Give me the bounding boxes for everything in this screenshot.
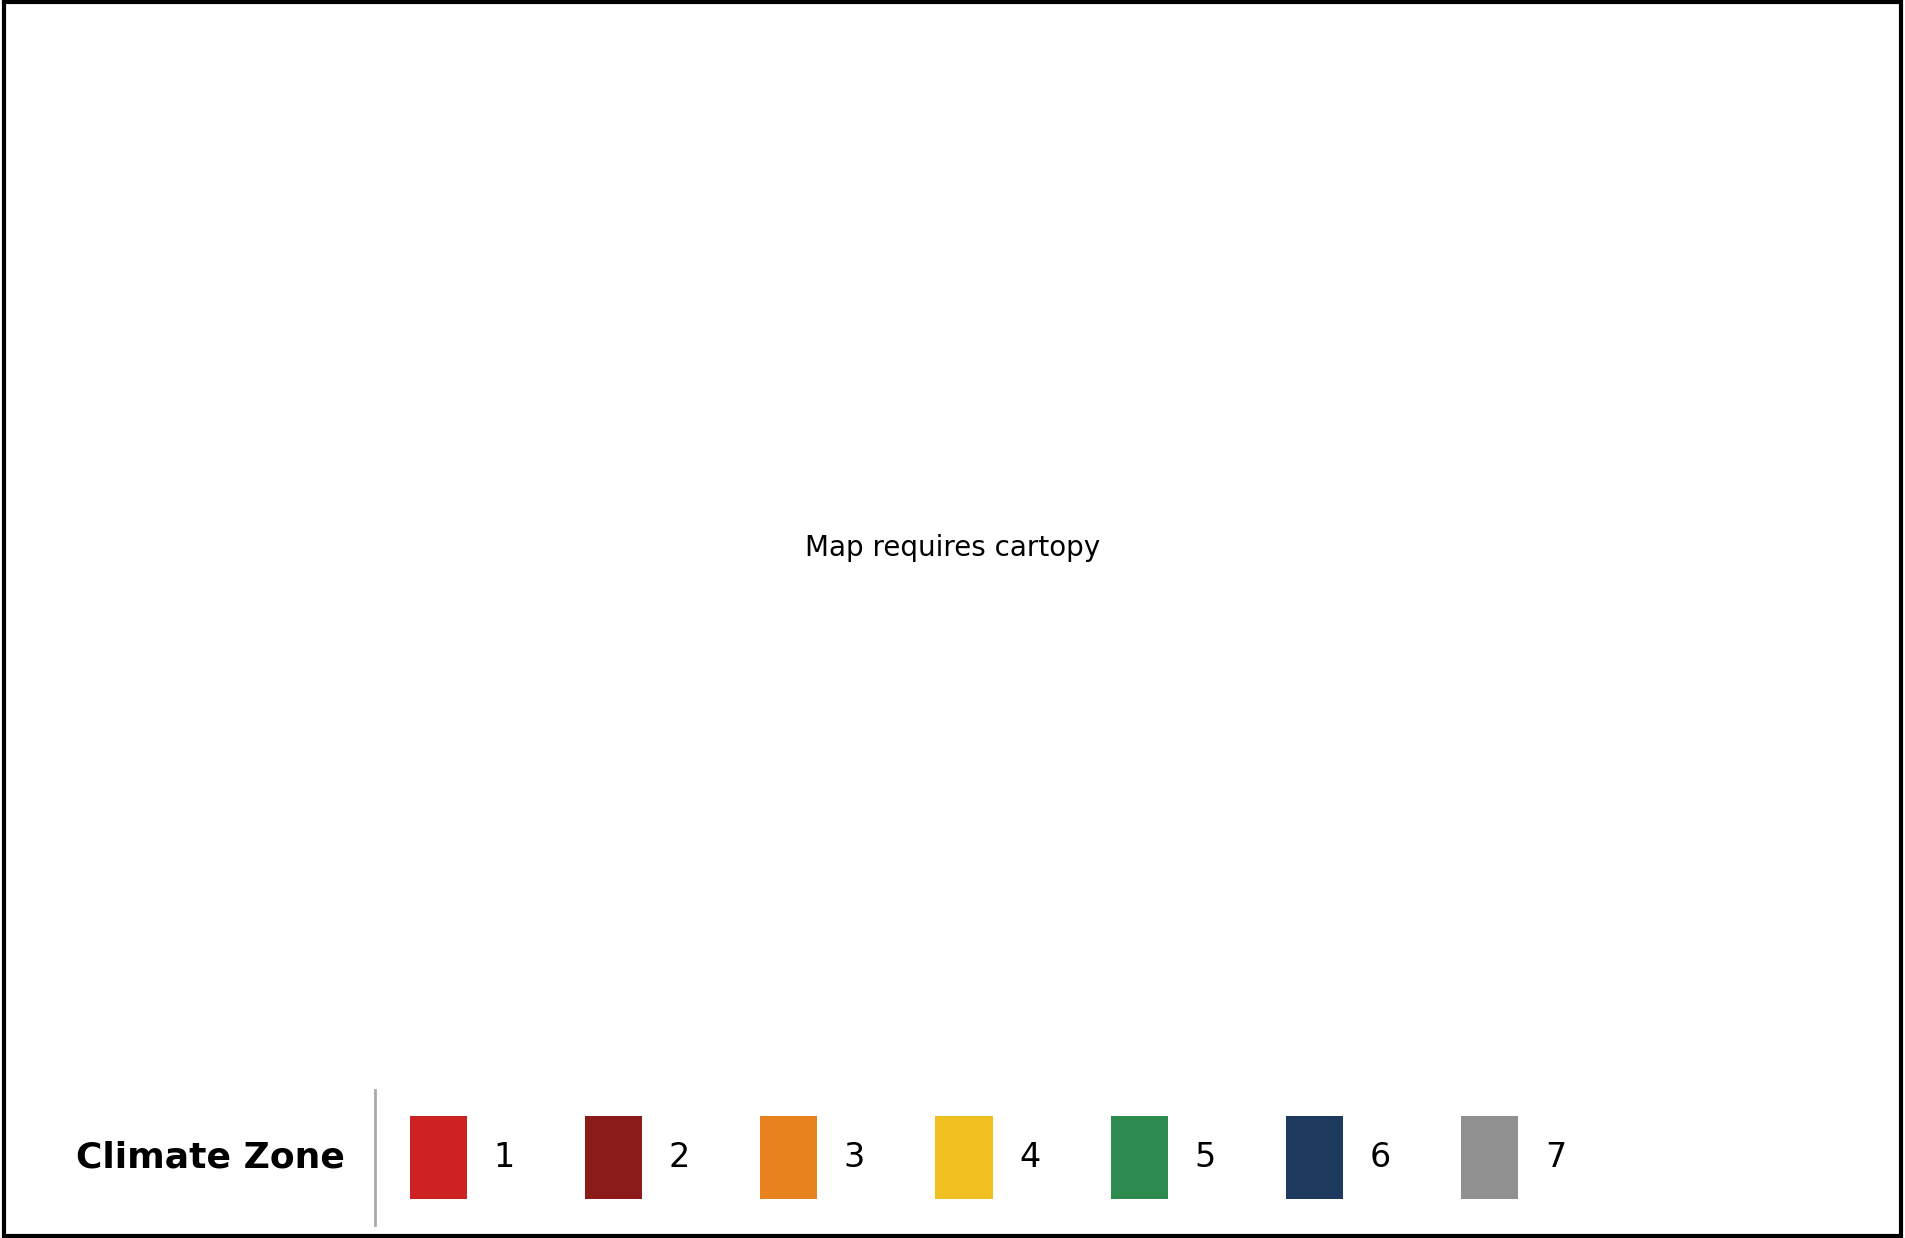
FancyBboxPatch shape: [935, 1115, 993, 1200]
FancyBboxPatch shape: [1111, 1115, 1168, 1200]
FancyBboxPatch shape: [1286, 1115, 1343, 1200]
FancyBboxPatch shape: [410, 1115, 467, 1200]
Text: 3: 3: [844, 1141, 865, 1174]
Text: 1: 1: [493, 1141, 514, 1174]
Text: 6: 6: [1370, 1141, 1391, 1174]
Text: 2: 2: [669, 1141, 690, 1174]
Text: 4: 4: [1019, 1141, 1040, 1174]
FancyBboxPatch shape: [585, 1115, 642, 1200]
Text: Climate Zone: Climate Zone: [76, 1140, 345, 1175]
Text: Map requires cartopy: Map requires cartopy: [806, 534, 1099, 562]
Text: 7: 7: [1545, 1141, 1566, 1174]
Text: 5: 5: [1194, 1141, 1215, 1174]
FancyBboxPatch shape: [760, 1115, 817, 1200]
FancyBboxPatch shape: [1461, 1115, 1518, 1200]
